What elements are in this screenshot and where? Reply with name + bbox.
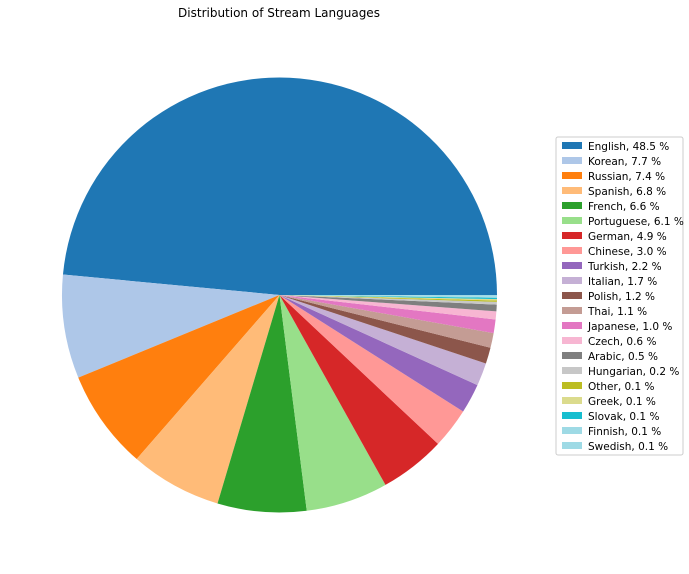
pie-slice-thai [279,295,494,348]
pie-slice-spanish [136,295,280,504]
pie-slice-czech [279,295,497,320]
legend-label-spanish: Spanish, 6.8 % [588,186,666,198]
pie-slice-portuguese [279,295,386,511]
legend-swatch-swedish [562,442,582,449]
pie-slice-finnish [279,295,497,298]
legend-swatch-spanish [562,187,582,194]
pie-slice-japanese [279,295,496,334]
legend-label-swedish: Swedish, 0.1 % [588,441,668,453]
legend-label-german: German, 4.9 % [588,231,667,243]
legend-label-english: English, 48.5 % [588,141,669,153]
legend: English, 48.5 % Korean, 7.7 % Russian, 7.4… [555,136,684,456]
legend-label-czech: Czech, 0.6 % [588,336,656,348]
legend-swatch-thai [562,307,582,314]
pie-slice-french [217,295,307,513]
pie-slice-chinese [279,295,464,444]
legend-swatch-finnish [562,427,582,434]
legend-swatch-turkish [562,262,582,269]
legend-label-russian: Russian, 7.4 % [588,171,665,183]
legend-label-korean: Korean, 7.7 % [588,156,661,168]
legend-swatch-korean [562,157,582,164]
legend-swatch-english [562,142,582,149]
legend-label-japanese: Japanese, 1.0 % [587,321,672,333]
pie-slice-russian [78,295,280,460]
pie-slice-english [62,77,498,296]
pie-slice-italian [279,295,486,386]
legend-label-french: French, 6.6 % [588,201,660,213]
pie-slice-swedish [279,295,498,297]
legend-frame [555,136,684,456]
legend-swatch-hungarian [562,367,582,374]
legend-swatch-slovak [562,412,582,419]
pie-slice-polish [279,295,491,364]
chart-title: Distribution of Stream Languages [178,6,380,20]
legend-label-slovak: Slovak, 0.1 % [588,411,659,423]
pie-slice-greek [279,295,497,301]
legend-swatch-chinese [562,247,582,254]
pie-slice-german [279,295,439,485]
legend-swatch-russian [562,172,582,179]
legend-label-polish: Polish, 1.2 % [588,291,655,303]
pie-slice-korean [61,274,280,378]
legend-swatch-czech [562,337,582,344]
legend-swatch-italian [562,277,582,284]
legend-label-italian: Italian, 1.7 % [588,276,657,288]
legend-label-thai: Thai, 1.1 % [587,306,647,318]
legend-label-turkish: Turkish, 2.2 % [587,261,662,273]
pie [61,77,498,513]
legend-swatch-portuguese [562,217,582,224]
legend-label-hungarian: Hungarian, 0.2 % [588,366,679,378]
legend-swatch-other [562,382,582,389]
legend-swatch-greek [562,397,582,404]
legend-swatch-french [562,202,582,209]
pie-slice-other [279,295,497,302]
legend-label-greek: Greek, 0.1 % [588,396,656,408]
legend-swatch-german [562,232,582,239]
legend-label-portuguese: Portuguese, 6.1 % [588,216,684,228]
legend-swatch-polish [562,292,582,299]
legend-swatch-japanese [562,322,582,329]
legend-label-other: Other, 0.1 % [588,381,655,393]
legend-label-finnish: Finnish, 0.1 % [588,426,661,438]
pie-slice-turkish [279,295,478,412]
pie-slice-arabic [279,295,497,312]
pie-slice-slovak [279,295,497,300]
pie-slice-hungarian [279,295,497,305]
legend-swatch-arabic [562,352,582,359]
legend-label-chinese: Chinese, 3.0 % [588,246,667,258]
legend-label-arabic: Arabic, 0.5 % [588,351,658,363]
